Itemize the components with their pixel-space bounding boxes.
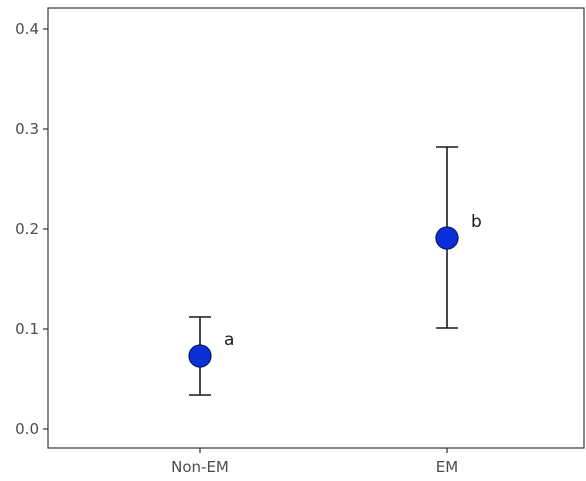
- y-tick-label: 0.3: [15, 120, 39, 138]
- significance-label: a: [224, 330, 234, 350]
- plot-marks: ab: [188, 146, 482, 396]
- significance-label: b: [471, 212, 482, 232]
- y-tick-label: 0.0: [15, 420, 39, 438]
- y-tick-label: 0.2: [15, 220, 39, 238]
- data-point: [188, 344, 212, 368]
- y-tick-label: 0.1: [15, 320, 39, 338]
- data-point: [435, 226, 459, 250]
- y-axis: 0.0 0.1 0.2 0.3 0.4: [15, 20, 48, 438]
- x-tick-label: EM: [436, 458, 458, 476]
- panel-border: [47, 7, 585, 449]
- y-tick-label: 0.4: [15, 20, 39, 38]
- x-tick-label: Non-EM: [171, 458, 229, 476]
- x-axis: Non-EM EM: [171, 448, 458, 476]
